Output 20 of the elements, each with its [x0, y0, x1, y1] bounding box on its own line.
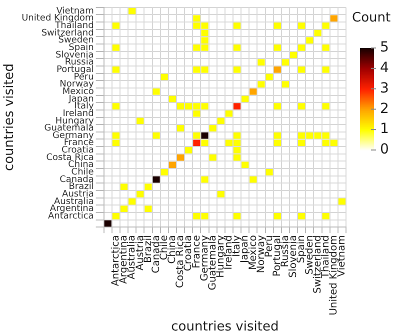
y-tick-label: United Kingdom	[22, 14, 94, 24]
y-tick-label: Japan	[68, 94, 94, 104]
color-bar-label: 2	[380, 100, 389, 117]
x-tick-label: United Kingdom	[328, 235, 340, 316]
x-tick-label: Norway	[256, 235, 267, 274]
y-tick-label: Hungary	[55, 116, 95, 126]
y-tick-label: Germany	[52, 130, 94, 141]
x-tick-label: Portugal	[272, 235, 283, 277]
color-bar-label: 5	[380, 40, 389, 56]
y-tick-label: Norway	[60, 80, 94, 90]
color-bar-title: Count	[352, 10, 391, 26]
color-bar-label: 3	[380, 80, 389, 96]
color-bar-label: 0	[380, 142, 389, 158]
x-tick-label: Hungary	[215, 235, 226, 278]
y-axis-title: countries visited	[2, 63, 18, 172]
color-bar-label: 4	[380, 60, 389, 76]
x-tick-label: Vietnam	[336, 235, 348, 277]
color-bar-label: 1	[380, 121, 389, 138]
y-tick-label: Peru	[74, 72, 94, 82]
x-axis-title: countries visited	[171, 320, 279, 335]
